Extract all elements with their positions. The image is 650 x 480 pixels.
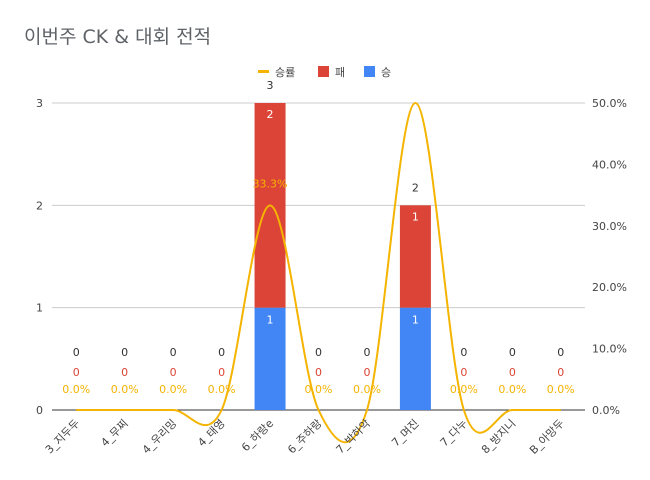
legend: 승률 패 승: [258, 66, 391, 79]
loss-label: 1: [412, 210, 419, 223]
gridlines: [52, 102, 585, 411]
total-label: 0: [509, 346, 516, 359]
total-label: 0: [557, 346, 564, 359]
x-tick-label: 6_하랑e: [238, 416, 276, 454]
x-tick-label: 7_박하악: [333, 416, 373, 456]
win-label: 1: [267, 314, 274, 327]
loss-label: 0: [121, 366, 128, 379]
loss-label: 0: [218, 366, 225, 379]
bar-loss: [399, 205, 431, 308]
x-tick-label: 4_무찌: [98, 417, 130, 449]
rate-label: 0.0%: [62, 383, 90, 396]
rate-label: 0.0%: [208, 383, 236, 396]
total-label: 2: [412, 181, 419, 194]
y2-tick-label: 30.0%: [592, 220, 627, 233]
rate-label: 0.0%: [450, 383, 478, 396]
rate-label: 0.0%: [498, 383, 526, 396]
y2-tick-label: 0.0%: [592, 404, 620, 417]
win-label: 1: [412, 314, 419, 327]
y-tick-label: 2: [36, 199, 43, 212]
x-tick-label: 3_지두두: [43, 417, 82, 456]
x-tick-label: 7_며진: [389, 417, 421, 449]
rate-line-path: [76, 101, 561, 444]
loss-label: 0: [509, 366, 516, 379]
total-label: 0: [170, 346, 177, 359]
total-label: 0: [315, 346, 322, 359]
y2-tick-label: 40.0%: [592, 158, 627, 171]
loss-label: 0: [557, 366, 564, 379]
x-tick-label: 4_우리밍: [140, 417, 179, 456]
total-label: 3: [267, 79, 274, 92]
legend-label-win: 승: [381, 66, 391, 79]
legend-label-rate: 승률: [275, 66, 295, 79]
loss-label: 0: [315, 366, 322, 379]
loss-label: 0: [170, 366, 177, 379]
x-tick-label: 4_태영: [195, 417, 227, 449]
y2-tick-label: 10.0%: [592, 343, 627, 356]
legend-swatch-win: [364, 66, 375, 77]
x-tick-label: 6_주하랑: [284, 416, 324, 456]
loss-label: 0: [73, 366, 80, 379]
legend-swatch-rate: [258, 70, 269, 73]
total-label: 0: [460, 346, 467, 359]
loss-label: 2: [267, 108, 274, 121]
rate-line: [76, 101, 561, 444]
x-tick-label: B_아망두: [527, 417, 567, 457]
bar-win: [399, 307, 431, 410]
rate-label: 33.3%: [253, 178, 288, 191]
total-label: 0: [73, 346, 80, 359]
total-label: 0: [363, 346, 370, 359]
loss-label: 0: [363, 366, 370, 379]
chart-title: 이번주 CK & 대회 전적: [24, 26, 212, 48]
rate-label: 0.0%: [159, 383, 187, 396]
rate-label: 0.0%: [111, 383, 139, 396]
rate-label: 0.0%: [305, 383, 333, 396]
rate-label: 0.0%: [353, 383, 381, 396]
y-tick-label: 0: [36, 404, 43, 417]
y-tick-label: 1: [36, 302, 43, 315]
total-label: 0: [121, 346, 128, 359]
total-label: 0: [218, 346, 225, 359]
x-tick-label: 8_방지니: [479, 417, 518, 456]
bar-win: [254, 307, 286, 410]
data-labels: 0 0 0.0% 0 0 0.0% 0 0 0.0% 0 0 0.0% 3 2 1 33.3% 0 0 0.0% 0 0…: [62, 79, 574, 396]
y2-tick-label: 50.0%: [592, 97, 627, 110]
loss-label: 0: [460, 366, 467, 379]
rate-label: 0.0%: [547, 383, 575, 396]
legend-label-loss: 패: [335, 66, 345, 79]
y2-tick-label: 20.0%: [592, 281, 627, 294]
legend-swatch-loss: [318, 66, 329, 77]
x-tick-label: 7_다누: [438, 417, 470, 449]
bars: [254, 103, 431, 410]
y-tick-label: 3: [36, 97, 43, 110]
